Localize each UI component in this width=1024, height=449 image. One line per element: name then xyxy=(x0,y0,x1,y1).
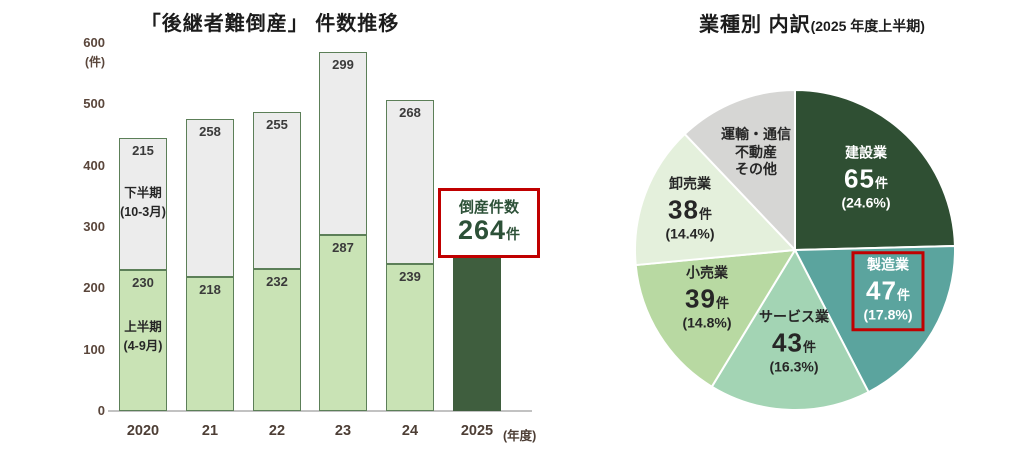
pie-slice-5 xyxy=(634,133,796,267)
bar-2025-first-half xyxy=(453,249,501,411)
slice-count: 38件 xyxy=(668,193,712,224)
x-axis-label-22: 22 xyxy=(268,423,286,439)
slice-percent: (14.8%) xyxy=(682,314,732,331)
slice-count: 47件 xyxy=(866,274,910,305)
pie-label-5: 卸売業 38件 (14.4%) xyxy=(665,175,714,243)
bar-23-second-half xyxy=(319,51,367,235)
series-label-first-half: 上半期 (4-9月) xyxy=(123,320,163,354)
slice-name-line: 運輸・通信 xyxy=(721,125,791,142)
bar-2020-second-half xyxy=(119,138,167,270)
bar-value-second-half-23: 299 xyxy=(332,56,354,72)
y-axis-tick-400: 400 xyxy=(83,157,105,173)
bar-22-first-half xyxy=(253,268,301,411)
bar-value-second-half-2020: 215 xyxy=(132,143,154,159)
slice-name: 卸売業 xyxy=(669,175,711,192)
pie-chart-title: 業種別 内訳(2025 年度上半期) xyxy=(699,14,925,36)
x-axis-label-21: 21 xyxy=(201,423,219,439)
y-axis-tick-300: 300 xyxy=(83,219,105,234)
pie-label-4: 小売業 39件 (14.8%) xyxy=(682,264,731,332)
x-axis-label-23: 23 xyxy=(334,423,352,439)
y-axis-tick-100: 100 xyxy=(83,341,105,357)
x-axis-unit-label: (年度) xyxy=(503,429,537,443)
y-axis-unit-label: (件) xyxy=(85,55,105,69)
slice-name: 小売業 xyxy=(686,264,728,281)
bar-value-first-half-24: 239 xyxy=(399,269,421,285)
bar-chart-title: 「後継者難倒産」 件数推移 xyxy=(140,13,400,35)
slice-name: 製造業 xyxy=(867,256,909,273)
slice-percent: (16.3%) xyxy=(769,358,819,375)
bar-22-second-half xyxy=(253,112,301,269)
bankruptcy-count-callout: 倒産件数 264件 xyxy=(438,188,540,258)
bar-value-first-half-21: 218 xyxy=(199,282,221,298)
callout-label: 倒産件数 xyxy=(458,198,519,216)
bar-21-first-half xyxy=(186,277,234,411)
bar-23-first-half xyxy=(319,234,367,411)
pie-label-2: 製造業 47件 (17.8%) xyxy=(851,251,925,331)
x-axis-label-2020: 2020 xyxy=(126,423,160,439)
y-axis-tick-500: 500 xyxy=(83,96,105,112)
slice-percent: (24.6%) xyxy=(841,194,891,211)
slice-count: 43件 xyxy=(772,326,816,357)
slice-name-line: その他 xyxy=(735,160,777,177)
y-axis-tick-600: 600 xyxy=(83,35,105,50)
pie-slice-4 xyxy=(634,249,796,388)
pie-label-1: 建設業 65件 (24.6%) xyxy=(841,144,890,212)
bar-value-first-half-2020: 230 xyxy=(132,274,154,290)
pie-label-3: サービス業 43件 (16.3%) xyxy=(759,308,829,376)
slice-name: サービス業 xyxy=(759,308,829,325)
x-axis-label-24: 24 xyxy=(401,423,419,439)
slice-percent: (14.4%) xyxy=(665,225,715,242)
x-axis-line xyxy=(108,410,532,412)
bar-24-first-half xyxy=(386,264,434,411)
pie-chart-subtitle: (2025 年度上半期) xyxy=(810,18,925,34)
slice-count: 65件 xyxy=(844,162,888,193)
bar-24-second-half xyxy=(386,100,434,265)
x-axis-label-2025: 2025 xyxy=(460,423,494,439)
y-axis-tick-200: 200 xyxy=(83,280,105,296)
pie-slice-2 xyxy=(794,244,956,394)
bar-2020-first-half xyxy=(119,269,167,411)
series-label-second-half: 下半期 (10-3月) xyxy=(120,186,166,219)
pie-slice-3 xyxy=(710,249,870,411)
slice-count: 39件 xyxy=(685,282,729,313)
pie-slice-1 xyxy=(794,89,956,251)
slice-name-line: 不動産 xyxy=(735,143,777,160)
bar-value-second-half-24: 268 xyxy=(399,105,421,121)
bar-value-first-half-23: 287 xyxy=(332,239,354,255)
pie-label-6: 運輸・通信 不動産 その他 xyxy=(721,126,791,179)
y-axis-tick-0: 0 xyxy=(97,403,105,418)
bar-value-first-half-22: 232 xyxy=(266,273,288,289)
bar-value-second-half-22: 255 xyxy=(266,117,288,133)
bar-value-second-half-21: 258 xyxy=(199,124,221,140)
pie-slice-6 xyxy=(683,89,796,251)
pie-chart xyxy=(634,89,956,411)
callout-value: 264件 xyxy=(457,215,521,246)
slice-name: 建設業 xyxy=(845,144,887,161)
slice-percent: (17.8%) xyxy=(863,306,913,323)
bar-21-second-half xyxy=(186,119,234,278)
